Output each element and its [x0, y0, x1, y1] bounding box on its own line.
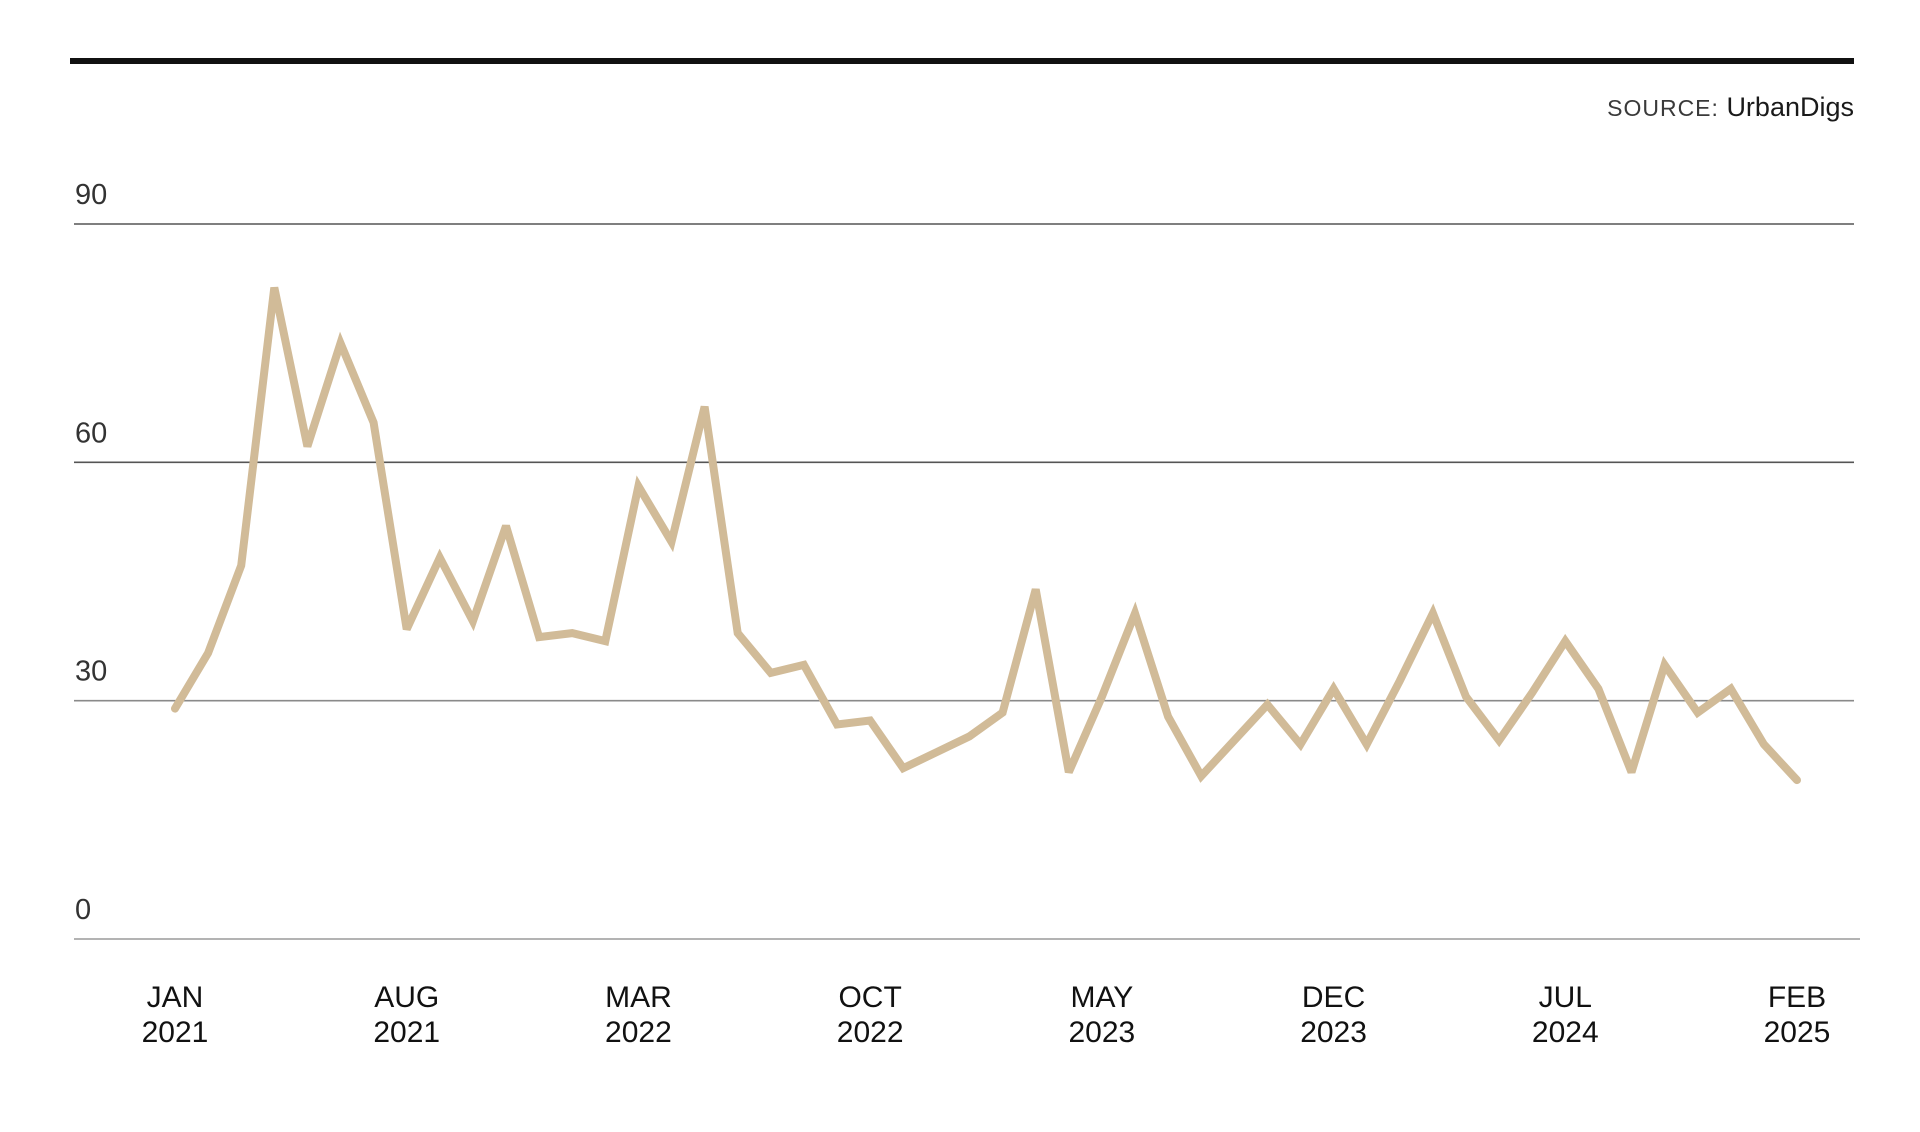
x-tick-year: 2023 [1300, 1016, 1367, 1049]
x-tick-month: AUG [374, 981, 439, 1014]
x-tick-month: JAN [147, 981, 204, 1014]
source-label: SOURCE: [1607, 95, 1719, 121]
x-tick-year: 2021 [142, 1016, 209, 1049]
x-tick-month: MAR [605, 981, 672, 1014]
x-tick-month: JUL [1539, 981, 1592, 1014]
source-credit: SOURCE: UrbanDigs [1607, 92, 1854, 123]
x-tick-month: FEB [1768, 981, 1826, 1014]
source-name: UrbanDigs [1726, 92, 1854, 122]
y-axis-ticks: 0 30 60 90 [75, 179, 107, 926]
y-tick-label: 0 [75, 894, 91, 926]
y-tick-label: 30 [75, 656, 107, 688]
grid-layer [74, 223, 1860, 940]
x-tick-month: DEC [1302, 981, 1365, 1014]
x-tick-year: 2022 [837, 1016, 904, 1049]
x-tick-year: 2025 [1764, 1016, 1831, 1049]
y-tick-label: 90 [75, 179, 107, 211]
series-layer [171, 286, 1801, 785]
series-line [171, 286, 1801, 785]
x-tick-year: 2022 [605, 1016, 672, 1049]
x-tick-month: MAY [1070, 981, 1133, 1014]
top-rule [70, 58, 1854, 64]
x-tick-month: OCT [838, 981, 901, 1014]
x-tick-year: 2024 [1532, 1016, 1599, 1049]
y-tick-label: 60 [75, 417, 107, 449]
x-tick-year: 2021 [373, 1016, 440, 1049]
x-tick-year: 2023 [1068, 1016, 1135, 1049]
x-axis-ticks: JAN2021AUG2021MAR2022OCT2022MAY2023DEC20… [142, 981, 1831, 1049]
